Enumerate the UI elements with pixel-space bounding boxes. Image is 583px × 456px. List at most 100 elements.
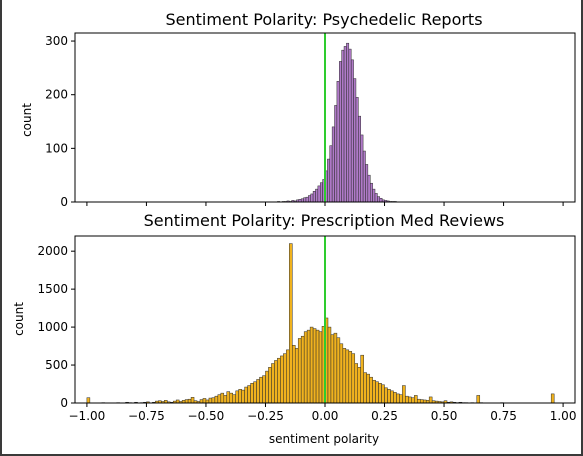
- histogram-bar: [289, 243, 293, 404]
- y-tick-label: 200: [45, 88, 68, 102]
- histogram-bar: [190, 397, 195, 404]
- histogram-bar: [360, 354, 364, 404]
- top-chart-title: Sentiment Polarity: Psychedelic Reports: [165, 10, 482, 29]
- histogram-bar: [366, 373, 370, 404]
- histogram-bar: [369, 182, 373, 203]
- histogram-bar: [300, 335, 305, 404]
- y-tick-label: 100: [45, 141, 68, 155]
- histogram-bar: [355, 97, 359, 203]
- histogram-bar: [312, 191, 316, 203]
- histogram-bar: [396, 393, 400, 404]
- histogram-bar: [342, 348, 347, 404]
- histogram-bar: [381, 384, 385, 404]
- histogram-bar: [280, 355, 284, 404]
- x-tick-label: −0.50: [188, 409, 225, 423]
- histogram-bar: [399, 394, 403, 404]
- histogram-bar: [377, 196, 381, 203]
- histogram-bar: [265, 370, 269, 404]
- histogram-bar: [247, 385, 251, 404]
- histogram-bar: [202, 398, 207, 404]
- histogram-bar: [476, 395, 481, 404]
- top-y-axis-label: count: [20, 103, 34, 137]
- y-tick-label: 0: [60, 195, 68, 209]
- histogram-bar: [274, 360, 278, 404]
- histogram-bar: [341, 49, 345, 203]
- histogram-bar: [363, 372, 367, 404]
- histogram-bar: [365, 164, 369, 203]
- histogram-bar: [334, 105, 338, 203]
- histogram-bar: [220, 392, 225, 404]
- x-tick-label: 0.00: [312, 409, 339, 423]
- y-tick-label: 500: [45, 358, 68, 372]
- histogram-bar: [346, 42, 350, 203]
- histogram-bar: [372, 379, 376, 404]
- histogram-bar: [378, 383, 382, 404]
- histogram-bar: [312, 328, 317, 404]
- histogram-bar: [327, 158, 331, 203]
- histogram-bar: [348, 351, 353, 404]
- window-border-bottom: [0, 454, 583, 456]
- y-tick-label: 0: [60, 396, 68, 410]
- bottom-y-axis-label: count: [12, 302, 26, 336]
- histogram-bar: [336, 81, 340, 203]
- y-tick-label: 300: [45, 34, 68, 48]
- histogram-bar: [360, 134, 364, 203]
- histogram-bar: [339, 61, 342, 203]
- histogram-bar: [262, 375, 266, 404]
- histogram-bar: [358, 115, 361, 203]
- histogram-bar: [315, 188, 319, 203]
- histogram-bar: [250, 383, 254, 404]
- histogram-bar: [369, 376, 373, 404]
- histogram-bar: [343, 46, 347, 203]
- top-y-ticks: 0 100 200 300: [45, 34, 75, 209]
- histogram-bar: [345, 349, 350, 404]
- histogram-bar: [387, 389, 391, 404]
- histogram-bar: [384, 387, 388, 404]
- top-subplot: Sentiment Polarity: Psychedelic Reports …: [20, 10, 576, 209]
- x-tick-label: −0.75: [128, 409, 165, 423]
- top-histogram-bars: [277, 42, 397, 203]
- top-x-ticks: [86, 202, 564, 206]
- histogram-bar: [414, 395, 418, 404]
- histogram-bar: [208, 397, 213, 404]
- histogram-bar: [390, 390, 394, 404]
- bottom-y-ticks: 0 500 1000 1500 2000: [37, 244, 75, 410]
- histogram-bar: [305, 196, 309, 203]
- histogram-bar: [214, 395, 219, 404]
- histogram-bar: [86, 397, 91, 404]
- x-tick-label: 0.25: [371, 409, 398, 423]
- histogram-bar: [315, 329, 320, 404]
- histogram-bar: [402, 385, 406, 404]
- histogram-bar: [283, 353, 287, 404]
- top-axes-frame: [74, 32, 576, 203]
- histogram-bar: [353, 78, 357, 203]
- histogram-bar: [329, 145, 333, 203]
- histogram-bar: [184, 399, 189, 404]
- histogram-bar: [310, 193, 314, 203]
- histogram-bar: [259, 376, 263, 404]
- histogram-bar: [256, 379, 260, 404]
- x-tick-label: −0.25: [247, 409, 284, 423]
- bottom-axes-frame: [74, 235, 576, 404]
- histogram-bar: [229, 392, 233, 404]
- histogram-bar: [292, 345, 296, 404]
- histogram-bar: [428, 396, 433, 404]
- histogram-bar: [348, 48, 352, 203]
- histogram-bar: [331, 126, 335, 203]
- histogram-bar: [339, 343, 344, 404]
- bottom-subplot: Sentiment Polarity: Prescription Med Rev…: [12, 211, 576, 446]
- histogram-bar: [367, 174, 371, 203]
- x-tick-label: −1.00: [69, 409, 106, 423]
- histogram-bar: [372, 188, 376, 203]
- histogram-bar: [327, 326, 332, 404]
- y-tick-label: 2000: [37, 244, 68, 258]
- histogram-bar: [226, 391, 231, 404]
- histogram-bar: [253, 381, 257, 404]
- x-axis-label: sentiment polarity: [269, 432, 379, 446]
- histogram-bar: [271, 363, 275, 404]
- histogram-bar: [223, 395, 228, 404]
- histogram-bar: [330, 334, 335, 404]
- x-tick-label: 0.75: [490, 409, 517, 423]
- histogram-bar: [379, 197, 383, 203]
- histogram-bar: [235, 390, 239, 404]
